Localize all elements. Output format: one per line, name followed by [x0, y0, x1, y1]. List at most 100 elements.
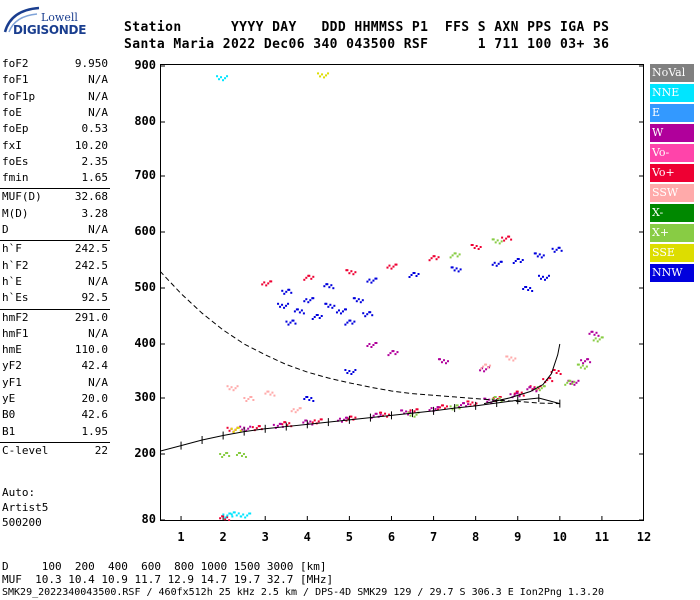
- param-value: 20.0: [81, 392, 109, 405]
- echo-point: [348, 370, 351, 372]
- param-label: D: [2, 223, 9, 236]
- echo-point: [295, 308, 298, 311]
- echo-point: [451, 254, 454, 257]
- echo-point: [242, 513, 245, 516]
- echo-point: [324, 302, 327, 305]
- echo-point: [401, 409, 404, 412]
- echo-point: [362, 312, 365, 315]
- echo-point: [368, 311, 371, 314]
- echo-point: [488, 398, 491, 401]
- echo-point: [228, 429, 231, 432]
- echo-point: [564, 383, 567, 386]
- echo-point: [245, 429, 248, 432]
- echo-point: [409, 409, 412, 412]
- echo-point: [242, 453, 245, 455]
- muf-row: MUF 10.3 10.4 10.9 11.7 12.9 14.7 19.7 3…: [2, 573, 334, 586]
- echo-point: [349, 415, 352, 418]
- param-row: foF1p N/A: [2, 90, 108, 106]
- echo-point: [239, 425, 242, 428]
- echo-point: [289, 321, 292, 324]
- echo-point: [230, 513, 233, 516]
- x-tick-label: 6: [387, 530, 396, 544]
- echo-point: [526, 388, 529, 391]
- echo-point: [307, 301, 310, 304]
- echo-point: [451, 408, 454, 411]
- param-value: N/A: [88, 223, 108, 236]
- echo-point: [415, 408, 418, 411]
- echo-point: [228, 512, 231, 515]
- virtual-height-trace: [160, 397, 560, 452]
- echo-point: [267, 282, 270, 285]
- echo-point: [533, 252, 536, 255]
- echo-point: [224, 77, 227, 80]
- echo-point: [355, 300, 358, 303]
- echo-point: [581, 364, 584, 367]
- param-label: hmF1: [2, 326, 29, 340]
- param-label: h`F: [2, 242, 22, 256]
- param-label: B0: [2, 408, 16, 422]
- ionogram-svg: [160, 64, 644, 521]
- echo-point: [364, 315, 367, 318]
- echo-point: [514, 260, 517, 262]
- param-row: foEp 0.53: [2, 122, 108, 138]
- param-value: 10.20: [74, 138, 108, 152]
- echo-point: [479, 246, 482, 248]
- echo-point: [243, 397, 246, 399]
- param-value: N/A: [88, 375, 108, 389]
- param-row: MUF(D) 32.68: [2, 190, 108, 206]
- echo-point: [595, 331, 598, 334]
- echo-point: [479, 369, 482, 372]
- echo-point: [219, 453, 222, 455]
- param-row: foF1 N/A: [2, 73, 108, 89]
- echo-point: [521, 259, 524, 261]
- echo-point: [269, 393, 272, 396]
- echo-point: [507, 235, 510, 238]
- echo-point: [531, 290, 534, 292]
- echo-point: [294, 322, 297, 325]
- echo-point: [366, 345, 369, 347]
- echo-point: [353, 320, 356, 323]
- y-tick-label: 400: [134, 336, 156, 350]
- param-row: h`E N/A: [2, 275, 108, 291]
- echo-point: [264, 392, 267, 395]
- auto-label: Auto:: [2, 486, 36, 499]
- echo-point: [573, 383, 576, 386]
- param-row: h`Es 92.5: [2, 291, 108, 307]
- echo-point: [545, 276, 548, 279]
- echo-point: [293, 310, 296, 313]
- echo-point: [412, 272, 415, 274]
- echo-point: [354, 369, 357, 371]
- echo-point: [440, 361, 443, 364]
- echo-point: [484, 363, 487, 366]
- echo-point: [555, 372, 558, 374]
- echo-point: [313, 419, 316, 422]
- y-tick-label: 500: [134, 280, 156, 294]
- param-value: N/A: [88, 73, 108, 87]
- echo-point: [249, 396, 252, 398]
- echo-point: [305, 276, 308, 279]
- echo-point: [443, 407, 446, 410]
- echo-point: [593, 333, 596, 336]
- echo-point: [237, 512, 240, 515]
- echo-point: [307, 422, 310, 425]
- param-label: fmin: [2, 171, 29, 185]
- echo-point: [337, 309, 340, 312]
- echo-point: [436, 406, 439, 409]
- echo-point: [251, 426, 254, 429]
- echo-point: [548, 377, 551, 380]
- echo-point: [353, 297, 356, 300]
- echo-point: [403, 412, 406, 415]
- echo-point: [462, 402, 465, 405]
- echo-point: [311, 421, 314, 424]
- echo-point: [529, 287, 532, 289]
- param-value: 1.65: [81, 171, 109, 185]
- param-label: MUF(D): [2, 190, 42, 204]
- echo-point: [232, 389, 235, 392]
- param-value: 242.5: [74, 242, 108, 256]
- echo-point: [518, 395, 521, 398]
- echo-point: [290, 291, 293, 294]
- param-value: N/A: [88, 105, 108, 119]
- echo-point: [326, 283, 329, 286]
- echo-point: [263, 281, 266, 284]
- echo-point: [305, 298, 308, 301]
